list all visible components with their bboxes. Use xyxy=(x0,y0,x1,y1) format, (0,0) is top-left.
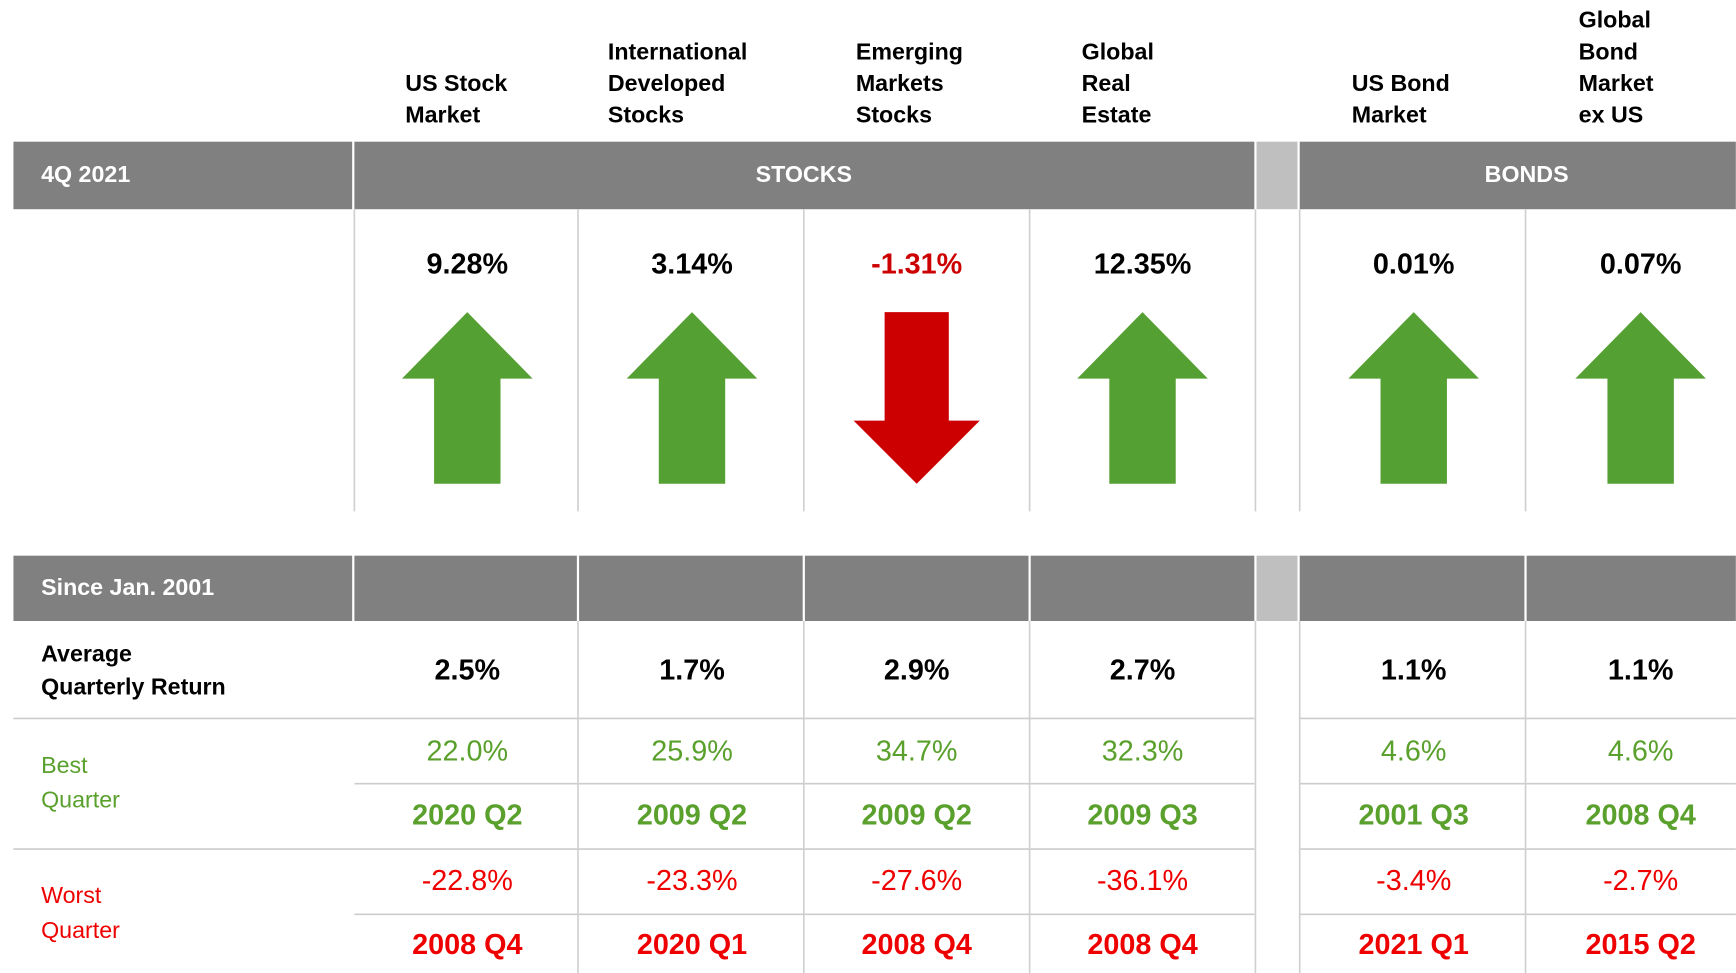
column-header: US Stock xyxy=(405,70,507,96)
quarter-return: -1.31% xyxy=(871,248,962,280)
up-arrow xyxy=(401,312,533,484)
quarter-return: 12.35% xyxy=(1094,248,1192,280)
worst-quarter: 2008 Q4 xyxy=(862,929,972,961)
best-value: 22.0% xyxy=(426,735,508,767)
average-label: Average xyxy=(41,640,132,666)
header-gap xyxy=(1256,555,1298,621)
best-value: 25.9% xyxy=(651,735,733,767)
header-cell xyxy=(1526,555,1736,621)
header-cell xyxy=(804,555,1029,621)
header-cell xyxy=(579,555,803,621)
header-cell xyxy=(1030,555,1255,621)
best-value: 32.3% xyxy=(1102,735,1184,767)
column-header: Market xyxy=(405,101,480,127)
column-header: Global xyxy=(1082,38,1154,64)
quarter-return: 9.28% xyxy=(426,248,508,280)
header-cell xyxy=(354,141,1255,210)
average-value: 1.1% xyxy=(1381,655,1447,687)
worst-quarter: 2015 Q2 xyxy=(1585,929,1695,961)
worst-label: Worst xyxy=(41,882,102,908)
quarter-return: 3.14% xyxy=(651,248,733,280)
column-header: Emerging xyxy=(856,38,963,64)
up-arrow xyxy=(626,312,758,484)
worst-value: -22.8% xyxy=(422,865,513,897)
column-header: Markets xyxy=(856,70,944,96)
column-header: Estate xyxy=(1082,101,1152,127)
best-quarter: 2009 Q2 xyxy=(637,800,747,832)
column-header: Stocks xyxy=(608,101,684,127)
column-header: Real xyxy=(1082,70,1131,96)
column-header: US Bond xyxy=(1352,70,1450,96)
header-gap xyxy=(1256,141,1298,210)
column-header: Developed xyxy=(608,70,726,96)
column-header: ex US xyxy=(1579,101,1644,127)
best-value: 4.6% xyxy=(1608,735,1674,767)
quarter-return: 0.07% xyxy=(1600,248,1682,280)
worst-value: -3.4% xyxy=(1376,865,1451,897)
best-quarter: 2001 Q3 xyxy=(1359,800,1469,832)
average-value: 1.7% xyxy=(659,655,725,687)
since-label: Since Jan. 2001 xyxy=(41,574,214,600)
average-label: Quarterly Return xyxy=(41,674,226,700)
worst-quarter: 2020 Q1 xyxy=(637,929,747,961)
average-value: 1.1% xyxy=(1608,655,1674,687)
average-value: 2.5% xyxy=(434,655,500,687)
best-quarter: 2020 Q2 xyxy=(412,800,522,832)
best-label: Best xyxy=(41,752,88,778)
worst-value: -27.6% xyxy=(871,865,962,897)
header-cell xyxy=(13,141,353,210)
header-cell xyxy=(13,555,353,621)
worst-value: -2.7% xyxy=(1603,865,1678,897)
worst-value: -36.1% xyxy=(1097,865,1188,897)
column-header: International xyxy=(608,38,747,64)
best-value: 4.6% xyxy=(1381,735,1447,767)
column-header: Market xyxy=(1579,70,1654,96)
period-label: 4Q 2021 xyxy=(41,161,130,187)
bonds-label: BONDS xyxy=(1485,161,1569,187)
worst-quarter: 2008 Q4 xyxy=(1087,929,1197,961)
column-header: Market xyxy=(1352,101,1427,127)
down-arrow xyxy=(853,312,980,484)
worst-quarter: 2021 Q1 xyxy=(1359,929,1469,961)
best-value: 34.7% xyxy=(876,735,958,767)
column-header: Global xyxy=(1579,7,1651,33)
average-value: 2.7% xyxy=(1110,655,1176,687)
best-quarter: 2009 Q2 xyxy=(862,800,972,832)
worst-quarter: 2008 Q4 xyxy=(412,929,522,961)
column-header: Bond xyxy=(1579,38,1638,64)
best-label: Quarter xyxy=(41,787,120,813)
header-cell xyxy=(1299,555,1525,621)
up-arrow xyxy=(1575,312,1706,484)
average-value: 2.9% xyxy=(884,655,950,687)
best-quarter: 2008 Q4 xyxy=(1585,800,1695,832)
best-quarter: 2009 Q3 xyxy=(1087,800,1197,832)
column-header: Stocks xyxy=(856,101,932,127)
header-cell xyxy=(354,555,577,621)
header-cell xyxy=(1299,141,1736,210)
up-arrow xyxy=(1077,312,1208,484)
quarter-return: 0.01% xyxy=(1373,248,1455,280)
worst-label: Quarter xyxy=(41,917,120,943)
up-arrow xyxy=(1348,312,1480,484)
stocks-label: STOCKS xyxy=(756,161,852,187)
rules xyxy=(13,717,1736,916)
worst-value: -23.3% xyxy=(646,865,737,897)
